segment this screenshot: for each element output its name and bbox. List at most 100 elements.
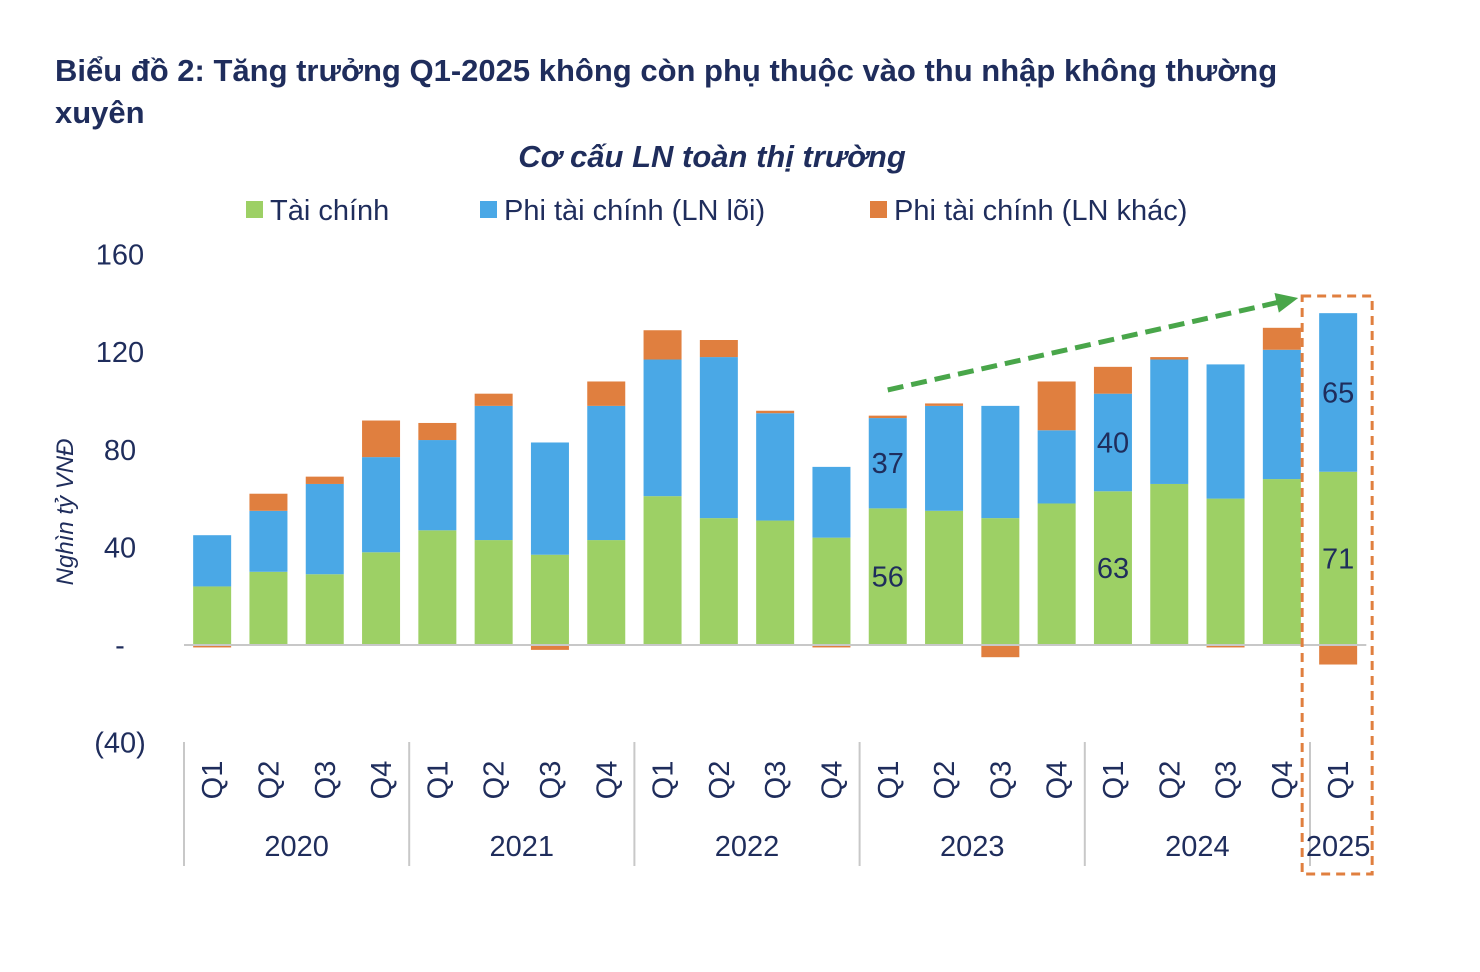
legend-label-1: Phi tài chính (LN lõi) xyxy=(504,195,765,227)
bar-segment-other xyxy=(1319,645,1358,665)
y-axis-label: Nghìn tỷ VNĐ xyxy=(52,439,79,586)
bar-segment-other xyxy=(362,420,401,458)
bar-segment-other xyxy=(643,330,682,360)
x-group-label: 2022 xyxy=(715,831,780,863)
x-group-label: 2021 xyxy=(490,831,555,863)
bar-segment-core xyxy=(981,405,1020,519)
bar-segment-financial xyxy=(249,571,288,645)
bar-segment-core xyxy=(305,483,344,575)
x-tick-label: Q2 xyxy=(253,761,285,800)
bar-segment-financial xyxy=(1262,479,1301,645)
bar-segment-other xyxy=(1262,327,1301,350)
x-group-label: 2020 xyxy=(264,831,329,863)
bar-segment-other xyxy=(1093,366,1132,394)
bar-segment-core xyxy=(812,466,851,538)
chart-legend: Tài chính Phi tài chính (LN lõi) Phi tài c… xyxy=(246,195,1187,227)
bar-segment-core xyxy=(643,359,682,497)
x-tick-label: Q3 xyxy=(760,761,792,800)
bar-segment-financial xyxy=(981,518,1020,645)
x-tick-label: Q4 xyxy=(1042,761,1074,800)
bar-segment-other xyxy=(981,645,1020,658)
x-group-label: 2023 xyxy=(940,831,1005,863)
y-tick-label: (40) xyxy=(94,728,146,760)
bar-segment-core xyxy=(362,457,401,553)
y-tick-label: 80 xyxy=(104,435,136,467)
bar-segment-core xyxy=(1037,430,1076,504)
bar-segment-financial xyxy=(1150,483,1189,645)
bar-segment-financial xyxy=(362,552,401,645)
bar-segment-financial xyxy=(1093,491,1132,645)
legend-label-0: Tài chính xyxy=(270,195,389,227)
bar-segment-financial xyxy=(530,554,569,645)
legend-swatch-0 xyxy=(246,201,263,218)
x-tick-label: Q1 xyxy=(1323,761,1355,800)
x-tick-label: Q4 xyxy=(591,761,623,800)
bar-segment-other xyxy=(1037,381,1076,431)
x-tick-label: Q3 xyxy=(535,761,567,800)
chart-title: Cơ cấu LN toàn thị trường xyxy=(518,139,906,174)
bar-segment-other xyxy=(474,393,513,406)
y-tick-label: 120 xyxy=(96,337,144,369)
bar-segment-core xyxy=(925,405,964,511)
bar-segment-core xyxy=(1093,393,1132,492)
x-tick-label: Q2 xyxy=(704,761,736,800)
bar-segment-financial xyxy=(418,530,457,645)
x-tick-label: Q4 xyxy=(1267,761,1299,800)
x-tick-label: Q3 xyxy=(985,761,1017,800)
x-tick-label: Q1 xyxy=(873,761,905,800)
bar-segment-other xyxy=(756,410,795,414)
bar-segment-financial xyxy=(699,518,738,645)
bar-segment-other xyxy=(868,415,907,419)
bar-segment-core xyxy=(249,510,288,572)
bar-segment-financial xyxy=(1319,471,1358,645)
x-group-label: 2024 xyxy=(1165,831,1230,863)
bar-segment-core xyxy=(868,418,907,509)
bar-segment-core xyxy=(1206,364,1245,499)
legend-swatch-1 xyxy=(480,201,497,218)
bar-segment-other xyxy=(1206,645,1245,648)
bar-segment-core xyxy=(756,413,795,521)
x-tick-label: Q1 xyxy=(422,761,454,800)
x-tick-label: Q4 xyxy=(816,761,848,800)
x-tick-label: Q2 xyxy=(479,761,511,800)
bar-segment-other xyxy=(305,476,344,484)
x-tick-label: Q2 xyxy=(929,761,961,800)
bar-segment-core xyxy=(1262,349,1301,480)
bar-segment-core xyxy=(587,405,626,541)
legend-swatch-2 xyxy=(870,201,887,218)
bar-segment-core xyxy=(530,442,569,555)
y-tick-label: 40 xyxy=(104,532,136,564)
highlight-box xyxy=(1300,294,1374,876)
bar-segment-financial xyxy=(868,508,907,645)
bar-segment-other xyxy=(249,493,288,511)
data-label: 71 xyxy=(1322,543,1354,575)
bar-segment-other xyxy=(925,403,964,406)
x-group-label: 2025 xyxy=(1306,831,1371,863)
bar-segment-financial xyxy=(305,574,344,645)
x-tick-label: Q1 xyxy=(197,761,229,800)
bar-segment-core xyxy=(474,405,513,541)
x-tick-label: Q1 xyxy=(648,761,680,800)
trend-arrow-line xyxy=(887,298,1285,393)
trend-arrow-head xyxy=(1274,293,1299,313)
data-label: 56 xyxy=(872,562,904,594)
data-label: 37 xyxy=(872,448,904,480)
bar-segment-other xyxy=(193,645,232,648)
bar-segment-financial xyxy=(756,520,795,645)
figure-title: Biểu đồ 2: Tăng trưởng Q1-2025 không còn… xyxy=(55,53,1278,130)
bar-segment-other xyxy=(587,381,626,406)
bar-segment-core xyxy=(1150,359,1189,484)
bar-segment-other xyxy=(1150,357,1189,360)
bar-segment-financial xyxy=(193,586,232,645)
data-labels-layer: 56 37 63 40 71 65 xyxy=(872,377,1355,593)
data-label: 40 xyxy=(1097,427,1129,459)
y-tick-label: 160 xyxy=(96,240,144,272)
x-tick-label: Q2 xyxy=(1154,761,1186,800)
bar-segment-financial xyxy=(587,540,626,645)
bar-segment-other xyxy=(530,645,569,650)
bar-segment-other xyxy=(418,422,457,441)
bar-segment-core xyxy=(699,357,738,519)
x-tick-label: Q3 xyxy=(1211,761,1243,800)
y-tick-label: - xyxy=(115,630,125,662)
